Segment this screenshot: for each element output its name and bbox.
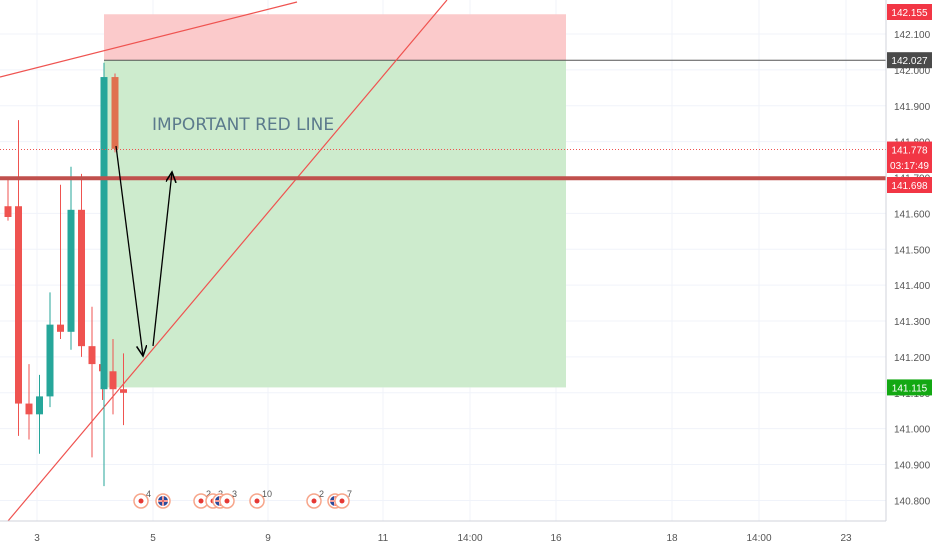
event-markers[interactable]: 42231027 (133, 489, 352, 509)
event-dot (311, 498, 317, 504)
economic-event-icon[interactable]: 10 (249, 489, 272, 509)
price-tick-label[interactable]: 141.200 (894, 353, 931, 364)
time-tick-label[interactable]: 9 (265, 533, 271, 544)
candle-body (78, 209, 85, 347)
event-dot (339, 498, 345, 504)
price-tick-label[interactable]: 142.100 (894, 30, 931, 41)
candlestick-series (4, 62, 127, 487)
down-arrow[interactable] (115, 145, 143, 356)
price-tick-label[interactable]: 141.000 (894, 425, 931, 436)
event-count: 10 (262, 489, 272, 499)
time-tick-label[interactable]: 18 (666, 533, 678, 544)
price-tick-label[interactable]: 140.900 (894, 461, 931, 472)
target-price-label: 141.115 (892, 383, 928, 394)
red-line-price-label-bg (887, 177, 932, 193)
event-count: 7 (347, 489, 352, 499)
projection-arrows[interactable] (115, 145, 172, 356)
event-count: 3 (232, 489, 237, 499)
candle-body (67, 209, 75, 332)
event-count: 2 (319, 489, 324, 499)
price-tick-label[interactable]: 141.600 (894, 209, 931, 220)
price-tick-label[interactable]: 142.000 (894, 66, 931, 77)
candle-body (46, 324, 54, 397)
countdown-label: 03:17:49 (890, 161, 929, 172)
candle-body (109, 371, 117, 390)
economic-event-icon[interactable]: 2 (306, 489, 324, 509)
dotted-level-label: 141.778 (891, 146, 928, 157)
candle-body (88, 346, 96, 365)
candle-body (25, 403, 33, 415)
candle-body (4, 206, 12, 217)
event-count: 2 (206, 489, 211, 499)
uk-flag-event-icon[interactable] (155, 493, 171, 509)
economic-event-icon[interactable]: 4 (133, 489, 151, 509)
price-tick-label[interactable]: 141.300 (894, 317, 931, 328)
entry-price-label-bg (887, 52, 932, 69)
price-tick-label[interactable]: 140.800 (894, 496, 931, 507)
event-dot (138, 498, 144, 504)
time-tick-label[interactable]: 14:00 (746, 533, 771, 544)
red-line-price-label: 141.698 (891, 181, 928, 192)
time-tick-label[interactable]: 5 (150, 533, 156, 544)
chart-annotation[interactable]: IMPORTANT RED LINE (152, 115, 334, 135)
candle-body (100, 77, 108, 390)
position-zones[interactable] (104, 14, 886, 388)
rising-trendline[interactable] (7, 0, 448, 522)
horizontal-levels[interactable] (0, 149, 886, 181)
price-axis[interactable]: 140.800140.900141.000141.100141.200141.3… (885, 0, 931, 521)
entry-price-label: 142.027 (891, 56, 928, 67)
candle-body (111, 77, 119, 149)
time-tick-label[interactable]: 11 (378, 533, 389, 544)
time-tick-label[interactable]: 3 (34, 533, 40, 544)
take-profit-zone[interactable] (104, 60, 566, 388)
candle-body (57, 324, 64, 332)
event-dot (224, 498, 230, 504)
price-labels: 142.155 142.027 141.778 03:17:49 141.698 141.… (887, 4, 932, 396)
price-tick-label[interactable]: 141.500 (894, 245, 931, 256)
target-price-label-bg (887, 379, 932, 396)
time-tick-label[interactable]: 23 (840, 533, 852, 544)
dotted-level-label-bg (887, 141, 932, 158)
economic-event-icon[interactable]: 7 (334, 489, 352, 509)
trendlines[interactable] (0, 0, 448, 522)
event-dot (254, 498, 260, 504)
candle-body (15, 206, 22, 404)
up-arrow[interactable] (152, 172, 172, 347)
candle-body (120, 389, 127, 393)
time-tick-label[interactable]: 16 (550, 533, 562, 544)
time-axis[interactable]: 3 5 9 11 14:00 16 18 14:00 23 (0, 520, 886, 544)
event-count: 4 (146, 489, 151, 499)
stop-loss-zone[interactable] (104, 14, 566, 61)
economic-event-icon[interactable]: 3 (219, 489, 237, 509)
stop-price-label: 142.155 (891, 8, 928, 19)
stop-price-label-bg (887, 4, 932, 20)
countdown-label-bg (887, 157, 932, 173)
price-tick-label[interactable]: 141.400 (894, 281, 931, 292)
candle-body (36, 396, 43, 415)
event-dot (198, 498, 204, 504)
price-tick-label[interactable]: 141.900 (894, 102, 931, 113)
time-tick-label[interactable]: 14:00 (457, 533, 482, 544)
upper-trendline[interactable] (0, 1, 298, 78)
